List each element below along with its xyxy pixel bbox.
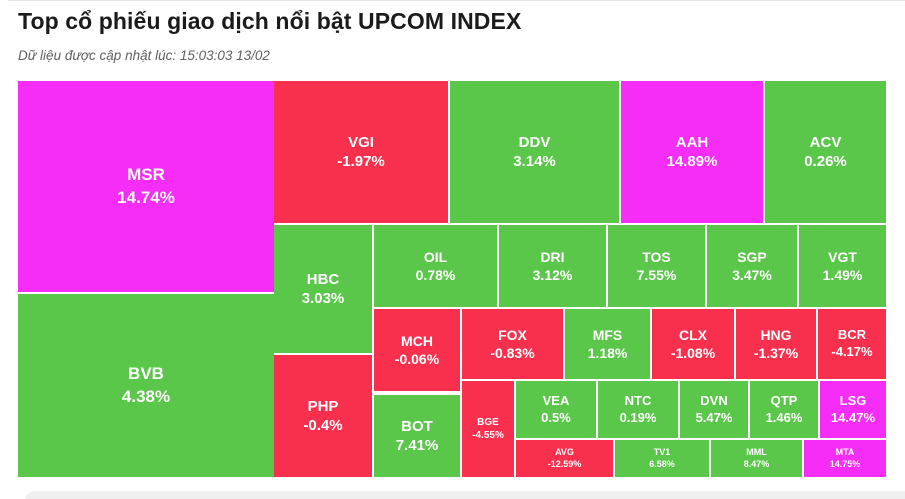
change-percent-label: -4.55% (472, 430, 504, 441)
treemap-cell-BCR[interactable]: BCR -4.17% (818, 309, 886, 379)
treemap-cell-BVB[interactable]: BVB 4.38% (18, 294, 274, 477)
ticker-label: MML (746, 446, 767, 457)
treemap-cell-TV1[interactable]: TV1 6.58% (615, 440, 709, 477)
treemap-cell-MFS[interactable]: MFS 1.18% (565, 309, 650, 379)
top-divider (8, 0, 905, 1)
change-percent-label: 14.47% (830, 409, 876, 425)
treemap-cell-BGE[interactable]: BGE -4.55% (462, 381, 514, 477)
treemap-cell-DDV[interactable]: DDV 3.14% (450, 81, 619, 223)
update-timestamp: Dữ liệu được cập nhật lúc: 15:03:03 13/0… (18, 48, 270, 63)
change-percent-label: -0.4% (303, 417, 343, 434)
change-percent-label: 0.26% (804, 153, 847, 170)
treemap-cell-VGT[interactable]: VGT 1.49% (799, 225, 886, 307)
treemap-cell-NTC[interactable]: NTC 0.19% (598, 381, 678, 438)
treemap-cell-PHP[interactable]: PHP -0.4% (274, 355, 372, 477)
ticker-label: BOT (401, 417, 433, 435)
change-percent-label: 3.12% (532, 267, 573, 283)
ticker-label: BGE (477, 417, 499, 428)
ticker-label: MTA (835, 446, 855, 457)
change-percent-label: 4.38% (121, 386, 171, 406)
change-percent-label: -4.17% (831, 344, 873, 359)
treemap-cell-VGI[interactable]: VGI -1.97% (274, 81, 448, 223)
change-percent-label: -1.97% (337, 153, 385, 170)
treemap-cell-ACV[interactable]: ACV 0.26% (765, 81, 886, 223)
change-percent-label: -0.06% (394, 351, 440, 367)
ticker-label: LSG (839, 392, 867, 408)
ticker-label: HNG (760, 326, 792, 343)
ticker-label: DDV (518, 133, 551, 151)
ticker-label: TV1 (653, 446, 671, 457)
ticker-label: ACV (809, 133, 842, 151)
treemap-cell-AAH[interactable]: AAH 14.89% (621, 81, 763, 223)
ticker-label: CLX (679, 326, 707, 343)
change-percent-label: 0.78% (415, 267, 456, 283)
change-percent-label: 0.5% (541, 409, 571, 425)
change-percent-label: 14.74% (117, 187, 175, 207)
ticker-label: VGI (348, 133, 374, 151)
ticker-label: OIL (423, 248, 448, 265)
ticker-label: PHP (307, 397, 339, 415)
ticker-label: BVB (128, 364, 164, 384)
ticker-label: MFS (592, 326, 623, 343)
treemap-cell-MSR[interactable]: MSR 14.74% (18, 81, 274, 292)
treemap-cell-OIL[interactable]: OIL 0.78% (374, 225, 497, 307)
treemap-cell-LSG[interactable]: LSG 14.47% (820, 381, 886, 438)
treemap-cell-HBC[interactable]: HBC 3.03% (274, 225, 372, 353)
change-percent-label: 3.47% (732, 267, 772, 283)
change-percent-label: 14.89% (666, 153, 718, 170)
change-percent-label: 7.55% (636, 267, 677, 283)
ticker-label: NTC (624, 392, 652, 408)
ticker-label: BCR (837, 327, 867, 343)
ticker-label: QTP (770, 392, 798, 408)
ticker-label: MCH (401, 332, 433, 349)
change-percent-label: 8.47% (743, 458, 770, 469)
change-percent-label: -1.08% (670, 345, 716, 361)
change-percent-label: 6.58% (649, 458, 675, 469)
treemap-cell-QTP[interactable]: QTP 1.46% (750, 381, 818, 438)
change-percent-label: 7.41% (395, 437, 439, 454)
treemap-cell-AVG[interactable]: AVG -12.59% (516, 440, 613, 477)
ticker-label: HBC (306, 270, 340, 288)
treemap-cell-MTA[interactable]: MTA 14.75% (804, 440, 886, 477)
change-percent-label: 0.19% (619, 409, 657, 425)
ticker-label: SGP (737, 248, 767, 265)
change-percent-label: -12.59% (547, 458, 582, 469)
treemap-cell-DVN[interactable]: DVN 5.47% (680, 381, 748, 438)
change-percent-label: -1.37% (753, 345, 799, 361)
change-percent-label: 5.47% (695, 409, 733, 425)
ticker-label: MSR (127, 165, 165, 185)
ticker-label: TOS (642, 248, 671, 265)
change-percent-label: 1.49% (822, 267, 863, 283)
change-percent-label: 14.75% (829, 458, 861, 469)
treemap-cell-TOS[interactable]: TOS 7.55% (608, 225, 705, 307)
page-title: Top cổ phiếu giao dịch nổi bật UPCOM IND… (18, 8, 522, 34)
treemap-cell-BOT[interactable]: BOT 7.41% (374, 395, 460, 477)
treemap-cell-SGP[interactable]: SGP 3.47% (707, 225, 797, 307)
treemap-cell-MCH[interactable]: MCH -0.06% (374, 309, 460, 391)
change-percent-label: 3.03% (301, 290, 345, 307)
ticker-label: DVN (700, 392, 728, 408)
ticker-label: VEA (542, 392, 570, 408)
ticker-label: VGT (828, 248, 857, 265)
treemap-cell-VEA[interactable]: VEA 0.5% (516, 381, 596, 438)
treemap-cell-HNG[interactable]: HNG -1.37% (736, 309, 816, 379)
treemap-cell-FOX[interactable]: FOX -0.83% (462, 309, 563, 379)
change-percent-label: -0.83% (490, 345, 535, 361)
treemap-cell-DRI[interactable]: DRI 3.12% (499, 225, 606, 307)
change-percent-label: 1.18% (587, 345, 628, 361)
next-section-card (25, 491, 905, 499)
ticker-label: AVG (555, 446, 574, 457)
treemap-cell-CLX[interactable]: CLX -1.08% (652, 309, 734, 379)
ticker-label: AAH (675, 133, 709, 151)
change-percent-label: 1.46% (765, 409, 803, 425)
ticker-label: DRI (540, 248, 565, 265)
change-percent-label: 3.14% (513, 153, 556, 170)
ticker-label: FOX (498, 326, 527, 343)
treemap-cell-MML[interactable]: MML 8.47% (711, 440, 802, 477)
